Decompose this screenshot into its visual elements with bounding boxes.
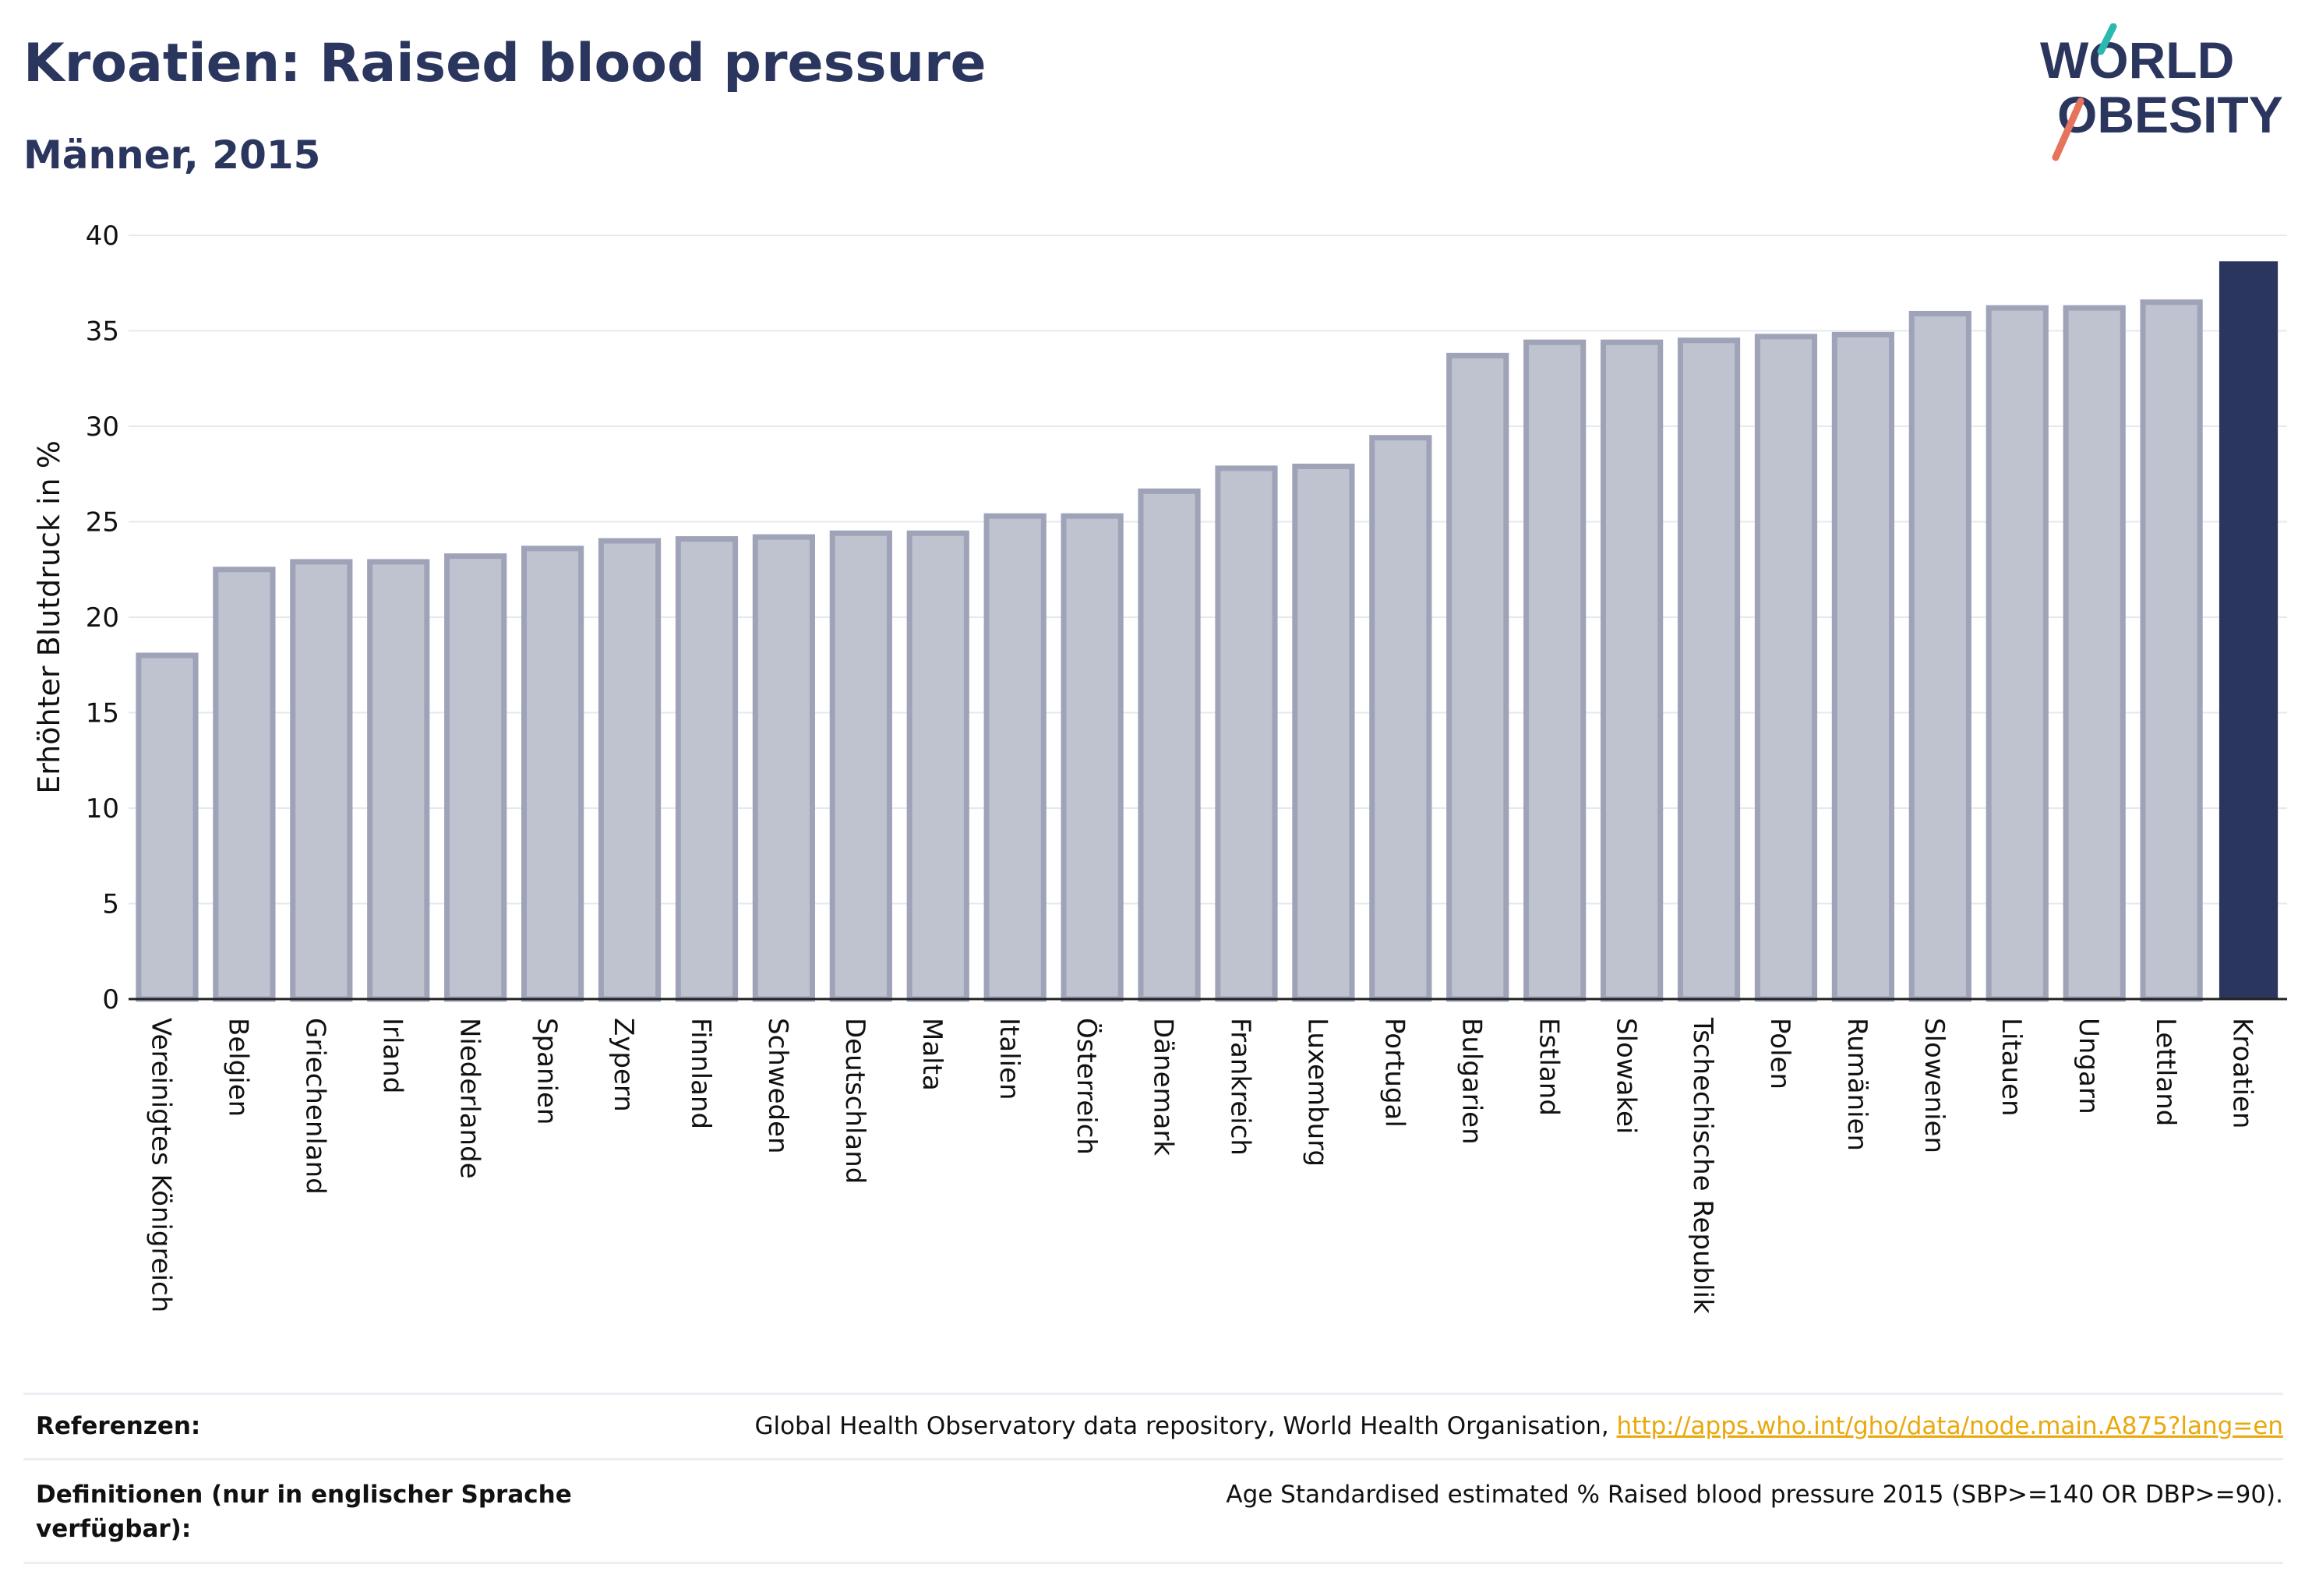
chart-title: Kroatien: Raised blood pressure [23, 33, 987, 94]
x-tick-label: Griechenland [300, 1018, 331, 1195]
x-tick-label: Portugal [1379, 1018, 1410, 1128]
references-text: Global Health Observatory data repositor… [754, 1412, 1617, 1440]
x-tick-label: Irland [376, 1018, 408, 1093]
y-tick-label: 10 [86, 793, 119, 824]
x-tick-label: Tschechische Republik [1687, 1017, 1718, 1314]
bar [675, 536, 739, 1002]
x-tick-label: Dänemark [1148, 1018, 1179, 1156]
bar [1215, 465, 1278, 1002]
x-tick-label: Rumänien [1841, 1018, 1873, 1151]
y-tick-label: 0 [102, 984, 119, 1015]
bar [829, 530, 892, 1002]
bar [983, 513, 1047, 1002]
x-tick-label: Slowenien [1918, 1018, 1950, 1153]
definitions-label: Definitionen (nur in englischer Sprache … [36, 1478, 572, 1546]
y-axis-label: Erhöhter Blutdruck in % [32, 440, 66, 794]
x-tick-label: Italien [994, 1018, 1025, 1100]
x-tick-label: Litauen [1996, 1018, 2027, 1117]
bar [136, 652, 199, 1002]
bar [1292, 463, 1355, 1002]
x-tick-label: Kroatien [2227, 1018, 2258, 1128]
bar [1754, 334, 1818, 1002]
y-tick-label: 35 [86, 316, 119, 348]
bar [1523, 339, 1587, 1002]
bar [752, 534, 815, 1002]
x-tick-label: Polen [1764, 1018, 1795, 1089]
bar [1986, 305, 2049, 1002]
x-tick-label: Malta [916, 1018, 948, 1091]
x-tick-label: Vereinigtes Königreich [146, 1018, 177, 1312]
logo-line-1: WORLD [2040, 31, 2234, 89]
references-link[interactable]: http://apps.who.int/gho/data/node.main.A… [1616, 1412, 2283, 1440]
x-tick-label: Finnland [685, 1018, 716, 1129]
logo-line-2: OBESITY [2057, 86, 2283, 143]
bar-chart: 0 5 10 15 20 25 30 35 40 Erhöhter Blutdruck in % V… [32, 221, 2287, 1314]
y-tick-label: 30 [86, 411, 119, 443]
definitions-label-line-1: Definitionen (nur in englischer Sprache [36, 1481, 572, 1509]
bar [1908, 310, 1971, 1002]
x-tick-label: Ungarn [2073, 1018, 2104, 1114]
bar [906, 530, 969, 1002]
chart-subtitle: Männer, 2015 [23, 132, 321, 178]
x-tick-label: Estland [1533, 1018, 1564, 1116]
bar [1677, 337, 1741, 1002]
definitions-row: Definitionen (nur in englischer Sprache … [23, 1458, 2283, 1564]
bar [2140, 299, 2203, 1002]
x-tick-label: Lettland [2150, 1018, 2181, 1126]
logo-slash-icon [2052, 97, 2084, 161]
bar [1369, 435, 1432, 1002]
x-tick-label: Bulgarien [1456, 1018, 1487, 1145]
references-value: Global Health Observatory data repositor… [754, 1409, 2283, 1443]
x-tick-label: Österreich [1071, 1018, 1103, 1155]
x-tick-label: Zypern [608, 1018, 639, 1112]
bar-highlight [2219, 261, 2279, 1000]
x-tick-label: Schweden [762, 1018, 793, 1154]
logo-slash-accent-icon [2097, 23, 2117, 55]
definitions-label-line-2: verfügbar): [36, 1515, 192, 1543]
x-tick-label: Slowakei [1610, 1018, 1641, 1134]
y-tick-label: 15 [86, 698, 119, 729]
x-tick-label: Spanien [531, 1018, 562, 1125]
x-tick-label: Deutschland [839, 1018, 870, 1184]
bar [1446, 352, 1509, 1002]
y-tick-label: 20 [86, 602, 119, 634]
y-tick-label: 40 [86, 221, 119, 252]
bar [290, 559, 353, 1002]
references-label: Referenzen: [36, 1412, 201, 1440]
bar [1138, 488, 1201, 1002]
bar [2063, 305, 2126, 1002]
bar [521, 546, 584, 1002]
references-row: Referenzen: Global Health Observatory da… [23, 1393, 2283, 1459]
definitions-value: Age Standardised estimated % Raised bloo… [1226, 1481, 2283, 1509]
bar [213, 567, 276, 1002]
x-tick-label: Frankreich [1225, 1018, 1256, 1156]
x-tick-label: Belgien [223, 1018, 254, 1117]
y-tick-label: 5 [102, 889, 119, 920]
x-tick-label: Niederlande [454, 1018, 485, 1179]
bar [367, 559, 430, 1002]
bar [1061, 513, 1124, 1002]
bar [444, 553, 507, 1002]
y-tick-label: 25 [86, 507, 119, 538]
bar [1601, 339, 1664, 1002]
bar [598, 538, 662, 1002]
x-tick-label: Luxemburg [1302, 1018, 1333, 1167]
bar [1831, 331, 1894, 1002]
world-obesity-logo: WORLD OBESITY [2040, 23, 2283, 161]
